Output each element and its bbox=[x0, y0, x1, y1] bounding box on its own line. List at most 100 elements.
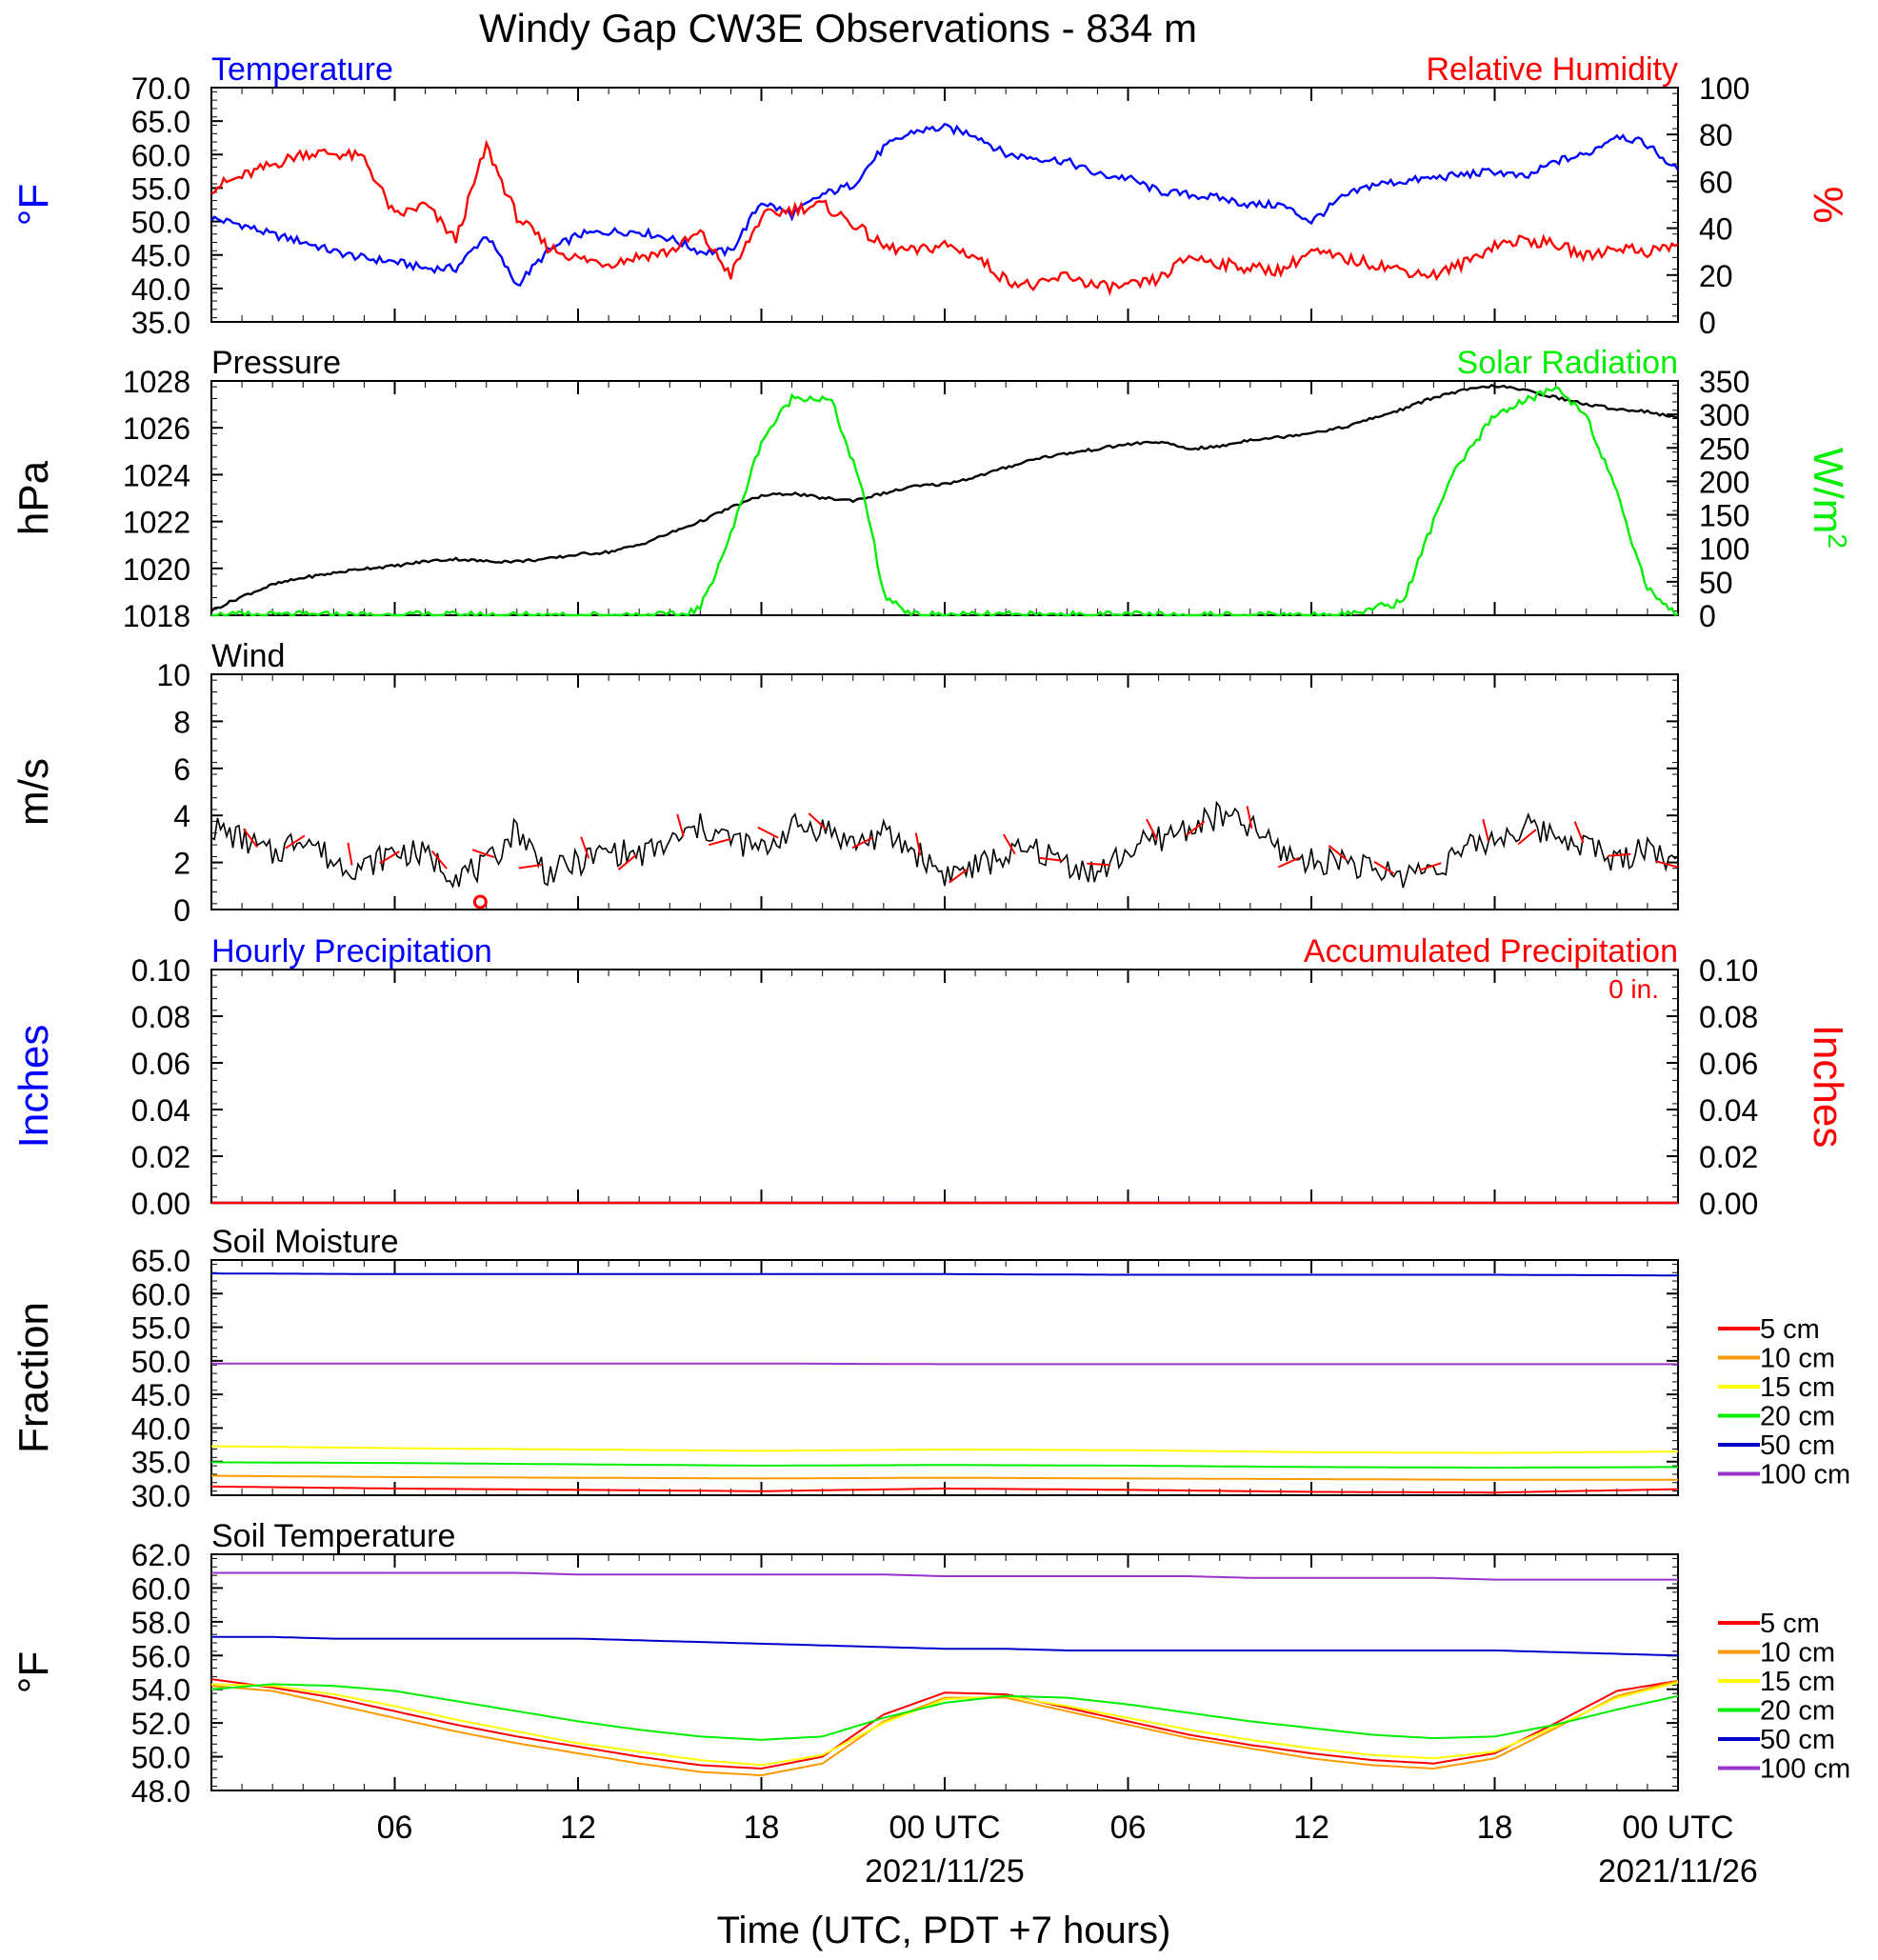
wind-barb bbox=[757, 826, 779, 839]
y-tick-label-right: 300 bbox=[1699, 398, 1749, 432]
y-tick-label-right: 0.04 bbox=[1699, 1093, 1758, 1128]
y-tick-label: 0.08 bbox=[131, 1000, 190, 1034]
y-axis-label: hPa bbox=[10, 460, 57, 535]
legend-label: 100 cm bbox=[1760, 1754, 1850, 1785]
series-10-cm bbox=[210, 1679, 1679, 1777]
wind-barb bbox=[1277, 856, 1300, 869]
y-tick-label-right: 0.06 bbox=[1699, 1047, 1758, 1081]
y-tick-label-right: 0.00 bbox=[1699, 1187, 1758, 1221]
y-tick-label: 0.00 bbox=[131, 1187, 190, 1221]
y-axis-label: Fraction bbox=[10, 1302, 57, 1453]
y-tick-label-right: 40 bbox=[1699, 212, 1733, 247]
legend-label: 15 cm bbox=[1760, 1667, 1835, 1697]
wind-barb bbox=[1373, 861, 1395, 875]
panel-pres_solar: 1028102610241022102010183503002502001501… bbox=[10, 345, 1853, 633]
y-tick-label: 50.0 bbox=[131, 1741, 190, 1775]
wind-barb bbox=[1573, 821, 1585, 844]
y-tick-label: 48.0 bbox=[131, 1774, 190, 1809]
panel-title-right: Accumulated Precipitation bbox=[1304, 933, 1678, 970]
y-axis-label: m/s bbox=[10, 758, 57, 826]
y-tick-label: 1024 bbox=[123, 458, 190, 492]
y-tick-label-right: 350 bbox=[1699, 365, 1749, 399]
y-tick-label: 54.0 bbox=[131, 1673, 190, 1708]
y-tick-label: 0.02 bbox=[131, 1140, 190, 1174]
y-tick-label: 1022 bbox=[123, 506, 190, 540]
wind-barb bbox=[580, 836, 590, 859]
series-10-cm bbox=[210, 1474, 1678, 1481]
series-relative-humidity bbox=[210, 139, 1679, 297]
series-50-cm bbox=[211, 1272, 1678, 1277]
panel-title: Wind bbox=[211, 638, 285, 674]
y-tick-label-right: 200 bbox=[1699, 465, 1749, 499]
y-tick-label: 45.0 bbox=[131, 1378, 190, 1412]
wind-barb bbox=[851, 836, 874, 850]
y-tick-label: 58.0 bbox=[131, 1606, 190, 1640]
series-pressure bbox=[210, 383, 1678, 612]
x-tick-label: 12 bbox=[1293, 1810, 1329, 1846]
y-tick-label: 30.0 bbox=[131, 1479, 190, 1513]
series-50-cm bbox=[211, 1635, 1679, 1657]
wind-barb bbox=[430, 850, 448, 870]
annotation: 0 in. bbox=[1608, 974, 1659, 1004]
y-tick-label: 6 bbox=[173, 752, 190, 787]
wind-barb bbox=[1419, 862, 1442, 871]
panel-wind: 10 8 6 4 2 0 m/s Wind bbox=[10, 638, 1679, 928]
y-tick-label: 45.0 bbox=[131, 239, 190, 273]
panel-soil_temp: 62.060.058.056.054.052.050.048.0 °F Soil T… bbox=[10, 1518, 1850, 1809]
x-axis-label: Time (UTC, PDT +7 hours) bbox=[717, 1910, 1171, 1951]
panel-title-right: Relative Humidity bbox=[1426, 51, 1678, 88]
plot-frame bbox=[210, 969, 1679, 1204]
y-tick-label: 65.0 bbox=[131, 105, 190, 139]
y-tick-label-right: 60 bbox=[1699, 165, 1733, 199]
y-tick-label: 0 bbox=[173, 893, 190, 928]
legend-label: 15 cm bbox=[1760, 1372, 1835, 1403]
y-tick-label: 60.0 bbox=[131, 1277, 190, 1311]
series-20-cm bbox=[210, 1683, 1679, 1741]
y-tick-label: 0.04 bbox=[131, 1093, 190, 1128]
wind-barb bbox=[471, 849, 495, 858]
wind-barb bbox=[1246, 806, 1253, 829]
wind-barb bbox=[676, 813, 685, 837]
series-wind-speed bbox=[210, 800, 1679, 890]
legend-label: 10 cm bbox=[1760, 1344, 1835, 1374]
wind-barb bbox=[518, 864, 542, 870]
y-tick-label-right: 0 bbox=[1699, 599, 1716, 633]
y-tick-label: 35.0 bbox=[131, 1446, 190, 1480]
plot-frame bbox=[210, 87, 1679, 323]
plot-frame bbox=[210, 380, 1679, 616]
x-date-label: 2021/11/25 bbox=[865, 1853, 1025, 1890]
chart-title: Windy Gap CW3E Observations - 834 m bbox=[479, 6, 1197, 50]
y-tick-label-right: 0.02 bbox=[1699, 1140, 1758, 1174]
y-tick-label: 35.0 bbox=[131, 306, 190, 340]
panel-soil_moisture: 65.060.055.050.045.040.035.030.0 Fraction… bbox=[10, 1224, 1850, 1513]
panel-title: Temperature bbox=[211, 51, 393, 88]
y-tick-label: 40.0 bbox=[131, 1411, 190, 1446]
x-tick-label: 12 bbox=[560, 1810, 596, 1846]
series-5-cm bbox=[210, 1485, 1679, 1494]
y-tick-label: 56.0 bbox=[131, 1639, 190, 1673]
wind-barb bbox=[949, 868, 969, 884]
y-tick-label-right: 50 bbox=[1699, 566, 1733, 600]
y-tick-label: 62.0 bbox=[131, 1538, 190, 1572]
wind-barb bbox=[1328, 844, 1348, 861]
y-tick-label-right: 100 bbox=[1699, 532, 1749, 567]
series-temperature bbox=[210, 122, 1680, 288]
legend-label: 100 cm bbox=[1760, 1460, 1850, 1490]
y-tick-label: 65.0 bbox=[131, 1244, 190, 1278]
panel-title: Soil Moisture bbox=[211, 1224, 399, 1260]
wind-barb bbox=[347, 842, 353, 866]
wind-barb bbox=[1146, 818, 1158, 840]
legend-label: 5 cm bbox=[1760, 1609, 1820, 1639]
y-tick-label: 52.0 bbox=[131, 1707, 190, 1741]
legend-label: 5 cm bbox=[1760, 1314, 1820, 1345]
wind-barb bbox=[1517, 829, 1537, 846]
calm-wind-marker bbox=[472, 894, 488, 910]
plot-frame bbox=[210, 673, 1679, 910]
legend-label: 10 cm bbox=[1760, 1638, 1835, 1669]
y-tick-label: 50.0 bbox=[131, 206, 190, 240]
panel-precip: 0.10 0.08 0.06 0.04 0.02 0.00 0.10 0.08 0.06 0.04… bbox=[10, 933, 1851, 1221]
wind-barb bbox=[1608, 852, 1631, 857]
y-tick-label: 10 bbox=[156, 658, 190, 692]
wind-barb bbox=[1087, 862, 1110, 867]
